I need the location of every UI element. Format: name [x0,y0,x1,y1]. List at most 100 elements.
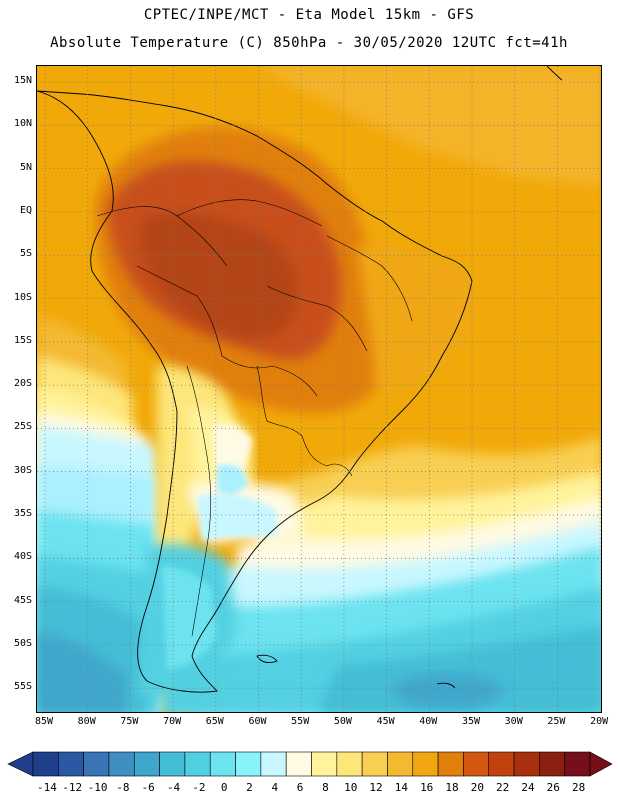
temperature-map [36,65,602,713]
colorbar-swatch [285,751,312,777]
lon-label: 40W [419,716,438,727]
field-chaco-4c [217,464,247,496]
colorbar-label: 10 [344,781,358,794]
lon-label: 30W [504,716,523,727]
field-patagonia-2c [162,566,217,671]
field-pacific-minus4c [37,631,127,712]
colorbar-label: -12 [62,781,83,794]
south-georgia [436,682,456,689]
colorbar-swatch [412,751,439,777]
color-scale-bar [7,751,613,777]
colorbar-swatch [336,751,363,777]
colorbar-label: 14 [394,781,408,794]
lat-label: 5N [19,161,32,173]
lon-label: 55W [291,716,310,727]
colorbar-min-arrow [7,751,34,777]
lat-label: 50S [13,637,32,649]
lon-label: 45W [376,716,395,727]
colorbar-swatch [513,751,540,777]
colorbar-swatch [311,751,338,777]
colorbar-swatch [387,751,414,777]
border-guianas [176,199,323,227]
colorbar-swatch [108,751,135,777]
lon-label: 60W [248,716,267,727]
colorbar-label: 24 [521,781,535,794]
colorbar-label: 6 [296,781,304,794]
field-pampas-6c [197,494,277,541]
colorbar-swatch [260,751,287,777]
border-brazil-states-2 [266,285,368,352]
colorbar-swatch [58,751,84,777]
colorbar-label: -8 [116,781,130,794]
colorbar-swatch [235,751,262,777]
colorbar-label: -2 [192,781,206,794]
lon-label: 65W [205,716,224,727]
lon-label: 50W [333,716,352,727]
field-continent-26c [139,212,298,340]
colorbar-label: -14 [36,781,57,794]
map-canvas [37,66,601,712]
lon-label: 25W [547,716,566,727]
colorbar-label: -6 [141,781,155,794]
colorbar-label: 12 [369,781,383,794]
colorbar-swatch [539,751,565,777]
colorbar-swatch [159,751,186,777]
south-america-coast [37,90,473,693]
lat-label: 15S [13,334,32,346]
border-chile-argentina [186,365,212,637]
colorbar-label: 4 [271,781,279,794]
lon-label: 85W [34,716,54,727]
lat-label: 45S [13,594,32,606]
lat-label: 15N [13,75,32,86]
colorbar-label: 26 [546,781,560,794]
colorbar-label: 16 [420,781,434,794]
colorbar-swatch [209,751,236,777]
lat-label: 30S [13,464,32,476]
lon-label: 35W [461,716,481,727]
map-subtitle: Absolute Temperature (C) 850hPa - 30/05/… [50,35,568,51]
colorbar-label: 8 [322,781,329,794]
map-title: CPTEC/INPE/MCT - Eta Model 15km - GFS [143,7,475,23]
lat-label: EQ [19,204,32,216]
field-band-minus2c [317,626,601,712]
lat-label: 25S [13,421,32,433]
coastlines [37,66,563,693]
falkland-islands [256,654,278,664]
border-uruguay [301,435,353,477]
field-cold-core [392,673,502,709]
colorbar-label: 28 [571,781,586,794]
colorbar-label: 22 [496,781,510,794]
colorbar-swatch [437,751,464,777]
field-band-16c [257,66,601,186]
colorbar-label: 18 [445,781,459,794]
colorbar-label: -10 [87,781,108,794]
colorbar-label: 0 [220,781,228,794]
colorbar-max-arrow [589,751,613,777]
colorbar-swatch [488,751,515,777]
border-paraguay [256,365,303,437]
lat-label: 10S [13,291,32,303]
colorbar-swatch [83,751,110,777]
colorbar-swatch [32,751,59,777]
lat-label: 55S [13,681,32,693]
lat-label: 35S [13,508,32,519]
lat-label: 10N [13,118,32,130]
colorbar-swatch [361,751,388,777]
lat-label: 40S [13,551,32,563]
colorbar-swatch [133,751,160,777]
colorbar-swatch [184,751,211,777]
lat-label: 5S [19,248,32,260]
border-bolivia [221,355,318,397]
colorbar-swatch [564,751,591,777]
country-borders [96,199,413,637]
graticule [37,66,601,712]
colorbar-swatch [463,751,490,777]
caribbean-island [546,66,563,81]
lon-label: 70W [163,716,182,727]
lon-label: 80W [77,716,96,727]
lon-label: 75W [120,716,139,727]
border-andean-north [96,206,228,267]
colorbar-label: 2 [246,781,253,794]
colorbar-label: 20 [470,781,484,794]
lat-label: 20S [13,378,32,390]
